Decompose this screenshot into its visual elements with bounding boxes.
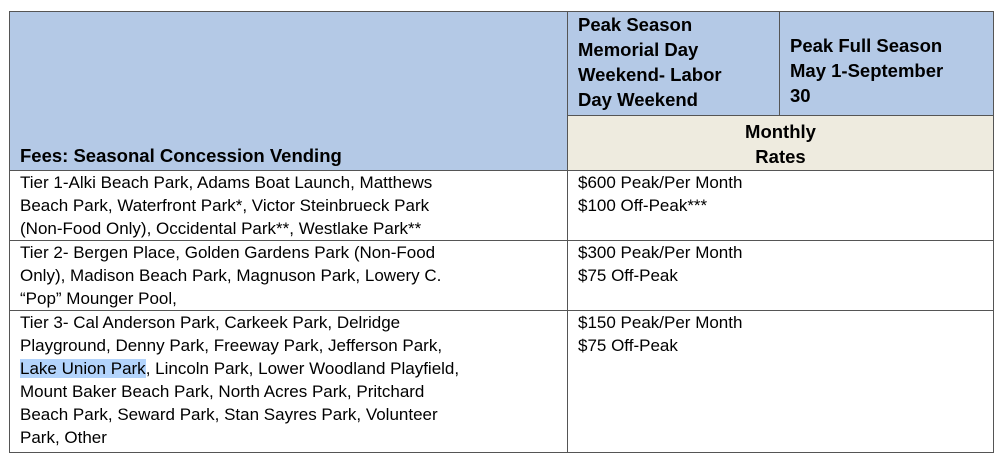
text-line: $150 Peak/Per Month (578, 313, 743, 332)
header-line: Monthly (745, 121, 816, 142)
text-segment: , Lincoln Park, Lower Woodland Playfield… (145, 359, 460, 378)
text-line: $75 Off-Peak (578, 336, 678, 355)
rates-cell: $600 Peak/Per Month $100 Off-Peak*** (567, 170, 994, 241)
text-line: (Non-Food Only), Occidental Park**, West… (20, 219, 422, 238)
table-row: Tier 1-Alki Beach Park, Adams Boat Launc… (9, 170, 994, 241)
text-line: Beach Park, Seward Park, Stan Sayres Par… (20, 405, 438, 424)
text-line: Lake Union Park, Lincoln Park, Lower Woo… (20, 357, 557, 380)
header-line: Day Weekend (578, 89, 698, 110)
text-line: Only), Madison Beach Park, Magnuson Park… (20, 266, 442, 285)
monthly-rates-header: Monthly Rates (567, 115, 994, 171)
rates-cell: $300 Peak/Per Month $75 Off-Peak (567, 240, 994, 311)
fees-title: Fees: Seasonal Concession Vending (20, 145, 342, 166)
header-line: Peak Season (578, 14, 693, 35)
text-line: “Pop” Mounger Pool, (20, 289, 177, 308)
table-row: Tier 3- Cal Anderson Park, Carkeek Park,… (9, 310, 994, 453)
header-line: Weekend- Labor (578, 64, 722, 85)
text-line: Tier 1-Alki Beach Park, Adams Boat Launc… (20, 173, 433, 192)
parks-cell: Tier 2- Bergen Place, Golden Gardens Par… (9, 240, 568, 311)
text-line: $300 Peak/Per Month (578, 243, 743, 262)
fees-table: Fees: Seasonal Concession Vending Peak S… (9, 11, 994, 453)
header-line: Memorial Day (578, 39, 699, 60)
table-row: Tier 2- Bergen Place, Golden Gardens Par… (9, 240, 994, 311)
parks-cell: Tier 1-Alki Beach Park, Adams Boat Launc… (9, 170, 568, 241)
rates-cell: $150 Peak/Per Month $75 Off-Peak (567, 310, 994, 453)
text-line: Beach Park, Waterfront Park*, Victor Ste… (20, 196, 430, 215)
header-line: 30 (790, 85, 811, 106)
text-line: $75 Off-Peak (578, 266, 678, 285)
text-line: Tier 2- Bergen Place, Golden Gardens Par… (20, 243, 436, 262)
text-line: Park, Other (20, 428, 107, 447)
header-line: Rates (755, 146, 806, 167)
peak-season-header: Peak Season Memorial Day Weekend- Labor … (567, 11, 780, 116)
peak-full-season-header: Peak Full Season May 1-September 30 (779, 11, 994, 116)
text-line: Tier 3- Cal Anderson Park, Carkeek Park,… (20, 313, 401, 332)
text-line: $100 Off-Peak*** (578, 196, 708, 215)
header-line: Peak Full Season (790, 35, 943, 56)
text-line: $600 Peak/Per Month (578, 173, 743, 192)
parks-cell: Tier 3- Cal Anderson Park, Carkeek Park,… (9, 310, 568, 453)
header-line: May 1-September (790, 60, 944, 81)
selected-text[interactable]: Lake Union Park (20, 359, 146, 378)
fees-header-cell: Fees: Seasonal Concession Vending (9, 11, 568, 171)
text-line: Playground, Denny Park, Freeway Park, Je… (20, 336, 443, 355)
text-line: Mount Baker Beach Park, North Acres Park… (20, 382, 425, 401)
